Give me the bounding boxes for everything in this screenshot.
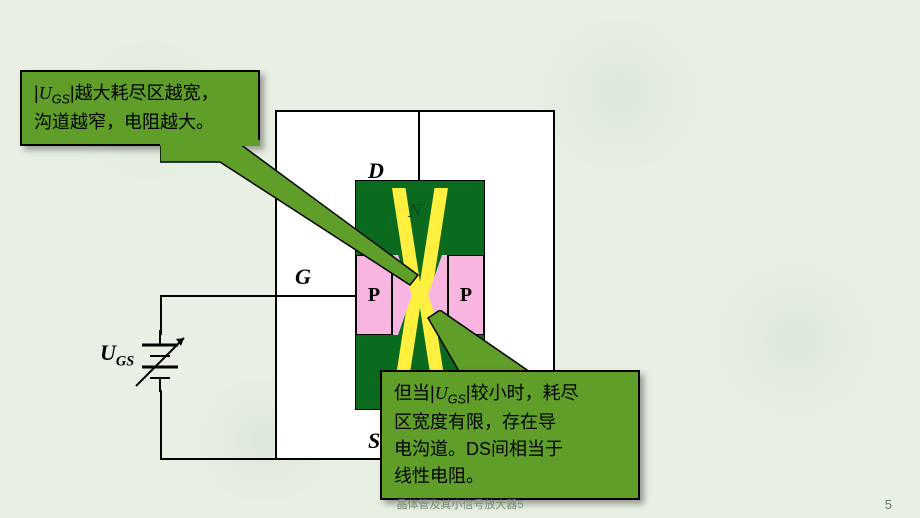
ct-l1-var: U [39, 83, 52, 103]
ct-l1-sub: GS [52, 93, 70, 107]
cb-l1-suf: |较小时，耗尽 [466, 383, 579, 403]
terminal-s-label: S [368, 428, 380, 454]
cb-l2: 区宽度有限，存在导 [394, 409, 626, 436]
cb-l4: 线性电阻。 [394, 463, 626, 490]
callout-top: |UGS|越大耗尽区越宽， 沟道越窄，电阻越大。 [20, 70, 260, 146]
wire [160, 295, 162, 335]
cb-l1-var: U [435, 383, 448, 403]
wire [160, 458, 277, 460]
cb-l3: 电沟道。DS间相当于 [394, 436, 626, 463]
callout-top-pointer [160, 140, 420, 290]
p-right-label: P [460, 284, 472, 307]
ugs-label: UGS [100, 340, 134, 370]
callout-bottom: 但当|UGS|较小时，耗尽 区宽度有限，存在导 电沟道。DS间相当于 线性电阻。 [380, 370, 640, 500]
ct-l1-suf: |越大耗尽区越宽， [70, 83, 219, 103]
footer-text: 晶体管及其小信号放大器5 [0, 496, 920, 512]
ct-l2: 沟道越窄，电阻越大。 [34, 109, 246, 136]
cb-l1-pre: 但当| [394, 383, 435, 403]
page-number: 5 [885, 497, 892, 512]
wire [160, 390, 162, 458]
cb-l1-sub: GS [448, 393, 466, 407]
wire [160, 295, 355, 297]
voltage-source-icon [130, 330, 190, 400]
